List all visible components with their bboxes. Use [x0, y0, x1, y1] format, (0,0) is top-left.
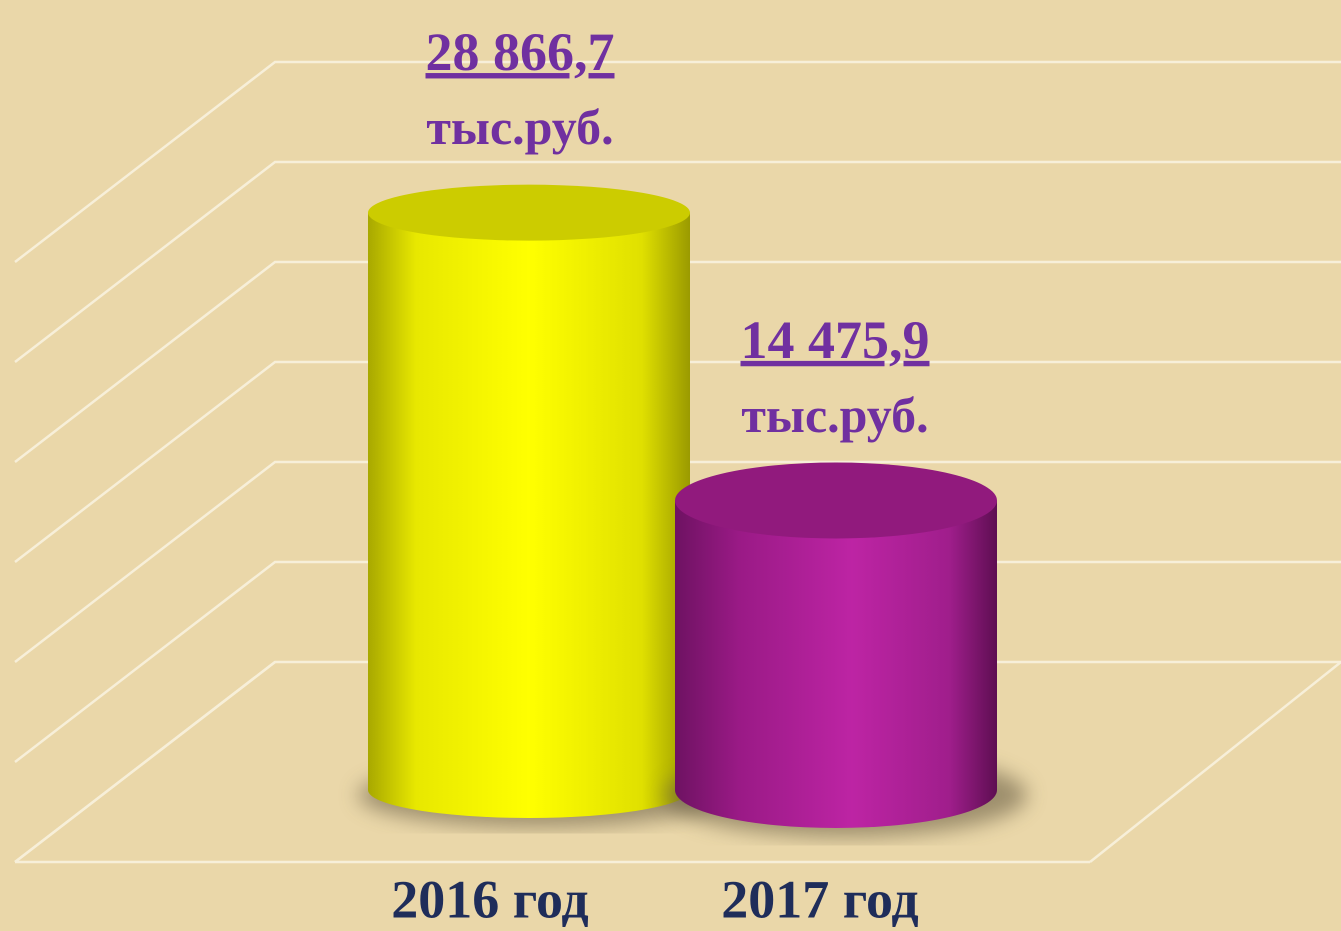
x-tick-label: 2016 год [391, 869, 588, 929]
grid-line [14, 460, 1341, 663]
bar-top [368, 184, 690, 241]
grid-line [14, 260, 1341, 463]
grid-line [14, 160, 1341, 363]
unit-label: тыс.руб. [741, 387, 928, 443]
grid-line [14, 60, 1341, 263]
value-label: 28 866,7 [426, 22, 615, 82]
x-tick-label: 2017 год [721, 869, 918, 929]
bar-top [675, 462, 997, 539]
unit-label: тыс.руб. [426, 99, 613, 155]
bar [675, 500, 997, 790]
value-label: 14 475,9 [741, 310, 930, 370]
grid-line [14, 360, 1341, 563]
floor-edge [1089, 661, 1341, 863]
bar [368, 212, 690, 790]
